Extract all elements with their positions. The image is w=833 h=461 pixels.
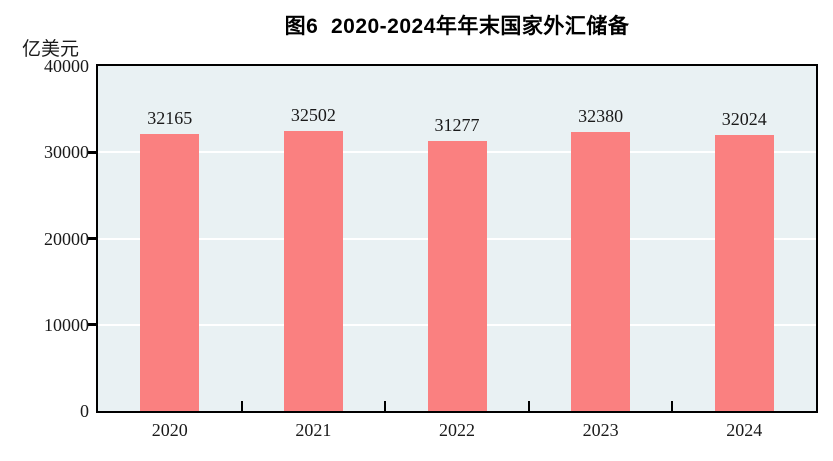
bar-2020 [140,133,200,411]
bar-value-label-2022: 31277 [434,115,480,136]
bar-2023 [571,131,631,411]
x-axis-label-2020: 2020 [151,420,188,440]
y-axis-label-0: 0 [80,401,89,421]
x-axis-label-2022: 2022 [439,420,475,440]
bar-2022 [427,141,487,411]
bar-2024 [714,134,774,411]
bar-value-label-2020: 32165 [147,107,193,128]
x-axis-boundary-tick-4 [671,401,674,411]
y-axis-unit-label: 亿美元 [22,39,80,60]
y-axis-tick-10000 [88,323,96,327]
x-axis-label-2021: 2021 [295,420,332,440]
x-axis-label-2023: 2023 [582,420,619,440]
y-axis-tick-20000 [88,237,96,240]
y-axis-label-30000: 30000 [44,142,89,163]
bar-value-label-2023: 32380 [578,105,624,126]
bar-value-label-2021: 32502 [290,104,336,125]
bar-value-label-2024: 32024 [721,108,767,129]
x-axis-boundary-tick-3 [527,401,530,411]
x-axis-boundary-tick-2 [384,401,387,411]
y-axis-label-20000: 20000 [44,228,89,249]
x-axis-label-2024: 2024 [726,420,763,440]
y-axis-tick-30000 [88,150,96,154]
chart-title: 图6 2020-2024年年末国家外汇储备 [284,15,630,38]
y-axis-label-10000: 10000 [44,314,89,335]
plot-area: 0 10000 20000 30000 40000 32165 2020 32502 2021 3… [44,57,818,440]
x-axis-boundary-tick-1 [240,401,243,411]
bar-2021 [283,130,343,411]
y-axis-label-40000: 40000 [44,56,89,76]
